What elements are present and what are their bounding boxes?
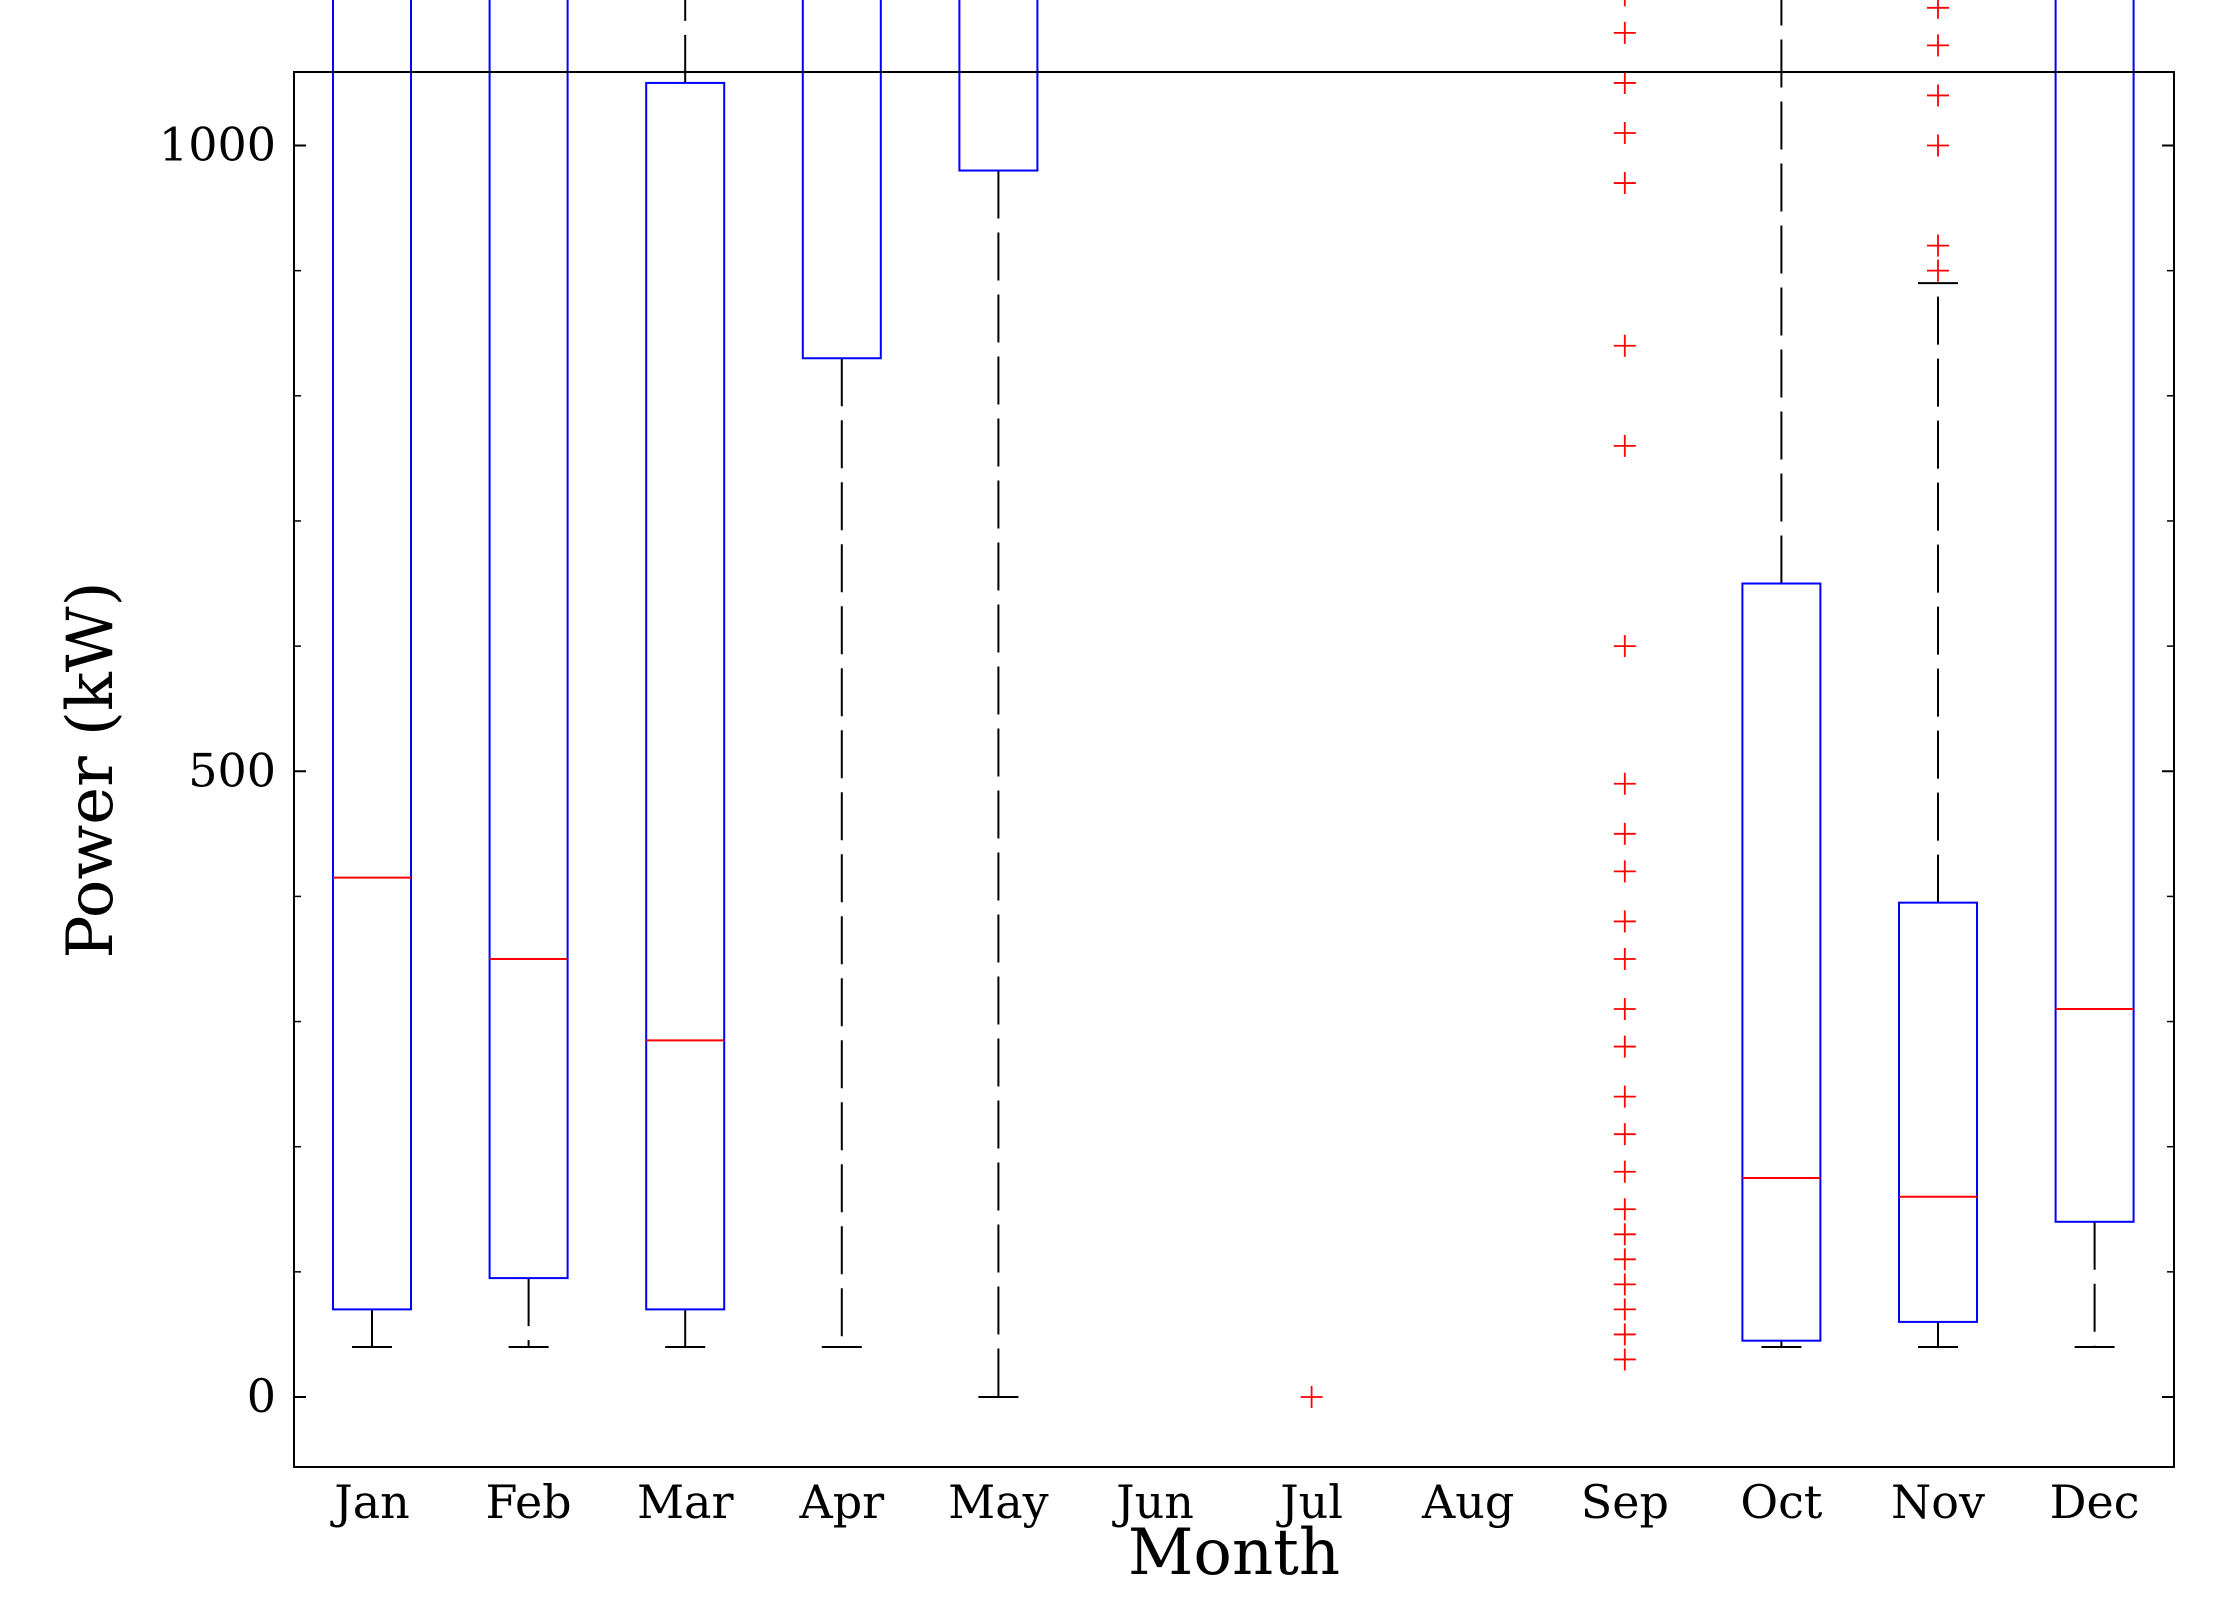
plot-layer	[332, 0, 2135, 1408]
x-tick-label: May	[948, 1475, 1049, 1529]
x-tick-label: Dec	[2050, 1475, 2140, 1529]
box-mar	[645, 0, 726, 1348]
box-jan	[332, 0, 412, 1348]
x-tick-label: Feb	[486, 1475, 572, 1529]
box-feb	[488, 0, 569, 1348]
x-tick-label: Jul	[1276, 1475, 1343, 1529]
x-tick-label: Apr	[798, 1475, 884, 1529]
y-axis-title: Power (kW)	[54, 581, 128, 958]
box-dec	[2054, 0, 2135, 1348]
iqr-box	[332, 0, 412, 1311]
y-tick-label: 500	[188, 743, 276, 797]
x-axis: Jan Feb Mar Apr May Jun Jul Aug Sep Oct Nov Dec	[330, 1475, 2139, 1529]
box-sep	[1613, 0, 1636, 1371]
box-may	[958, 0, 1039, 1398]
box-nov	[1898, 0, 1978, 1348]
box-jul	[1300, 1386, 1323, 1408]
iqr-box	[488, 0, 569, 1280]
x-axis-title: Month	[1128, 1516, 1340, 1590]
iqr-box	[1898, 901, 1978, 1323]
y-tick-label: 0	[247, 1369, 276, 1423]
plot-frame	[293, 71, 2175, 1468]
x-tick-label: Mar	[637, 1475, 734, 1529]
x-tick-label: Nov	[1891, 1475, 1985, 1529]
iqr-box	[958, 0, 1039, 172]
iqr-box	[1741, 582, 1822, 1342]
x-tick-label: Aug	[1421, 1475, 1514, 1529]
x-tick-label: Oct	[1740, 1475, 1822, 1529]
x-tick-label: Jan	[330, 1475, 410, 1529]
iqr-box	[2054, 0, 2135, 1223]
box-oct	[1741, 0, 1822, 1348]
x-tick-label: Sep	[1581, 1475, 1669, 1529]
iqr-box	[645, 81, 726, 1311]
box-apr	[801, 0, 882, 1348]
y-tick-label: 1000	[159, 118, 276, 172]
y-axis: 0500100015002000250030003200	[159, 118, 2174, 1423]
iqr-box	[801, 0, 882, 360]
x-tick-label: Jun	[1112, 1475, 1194, 1529]
